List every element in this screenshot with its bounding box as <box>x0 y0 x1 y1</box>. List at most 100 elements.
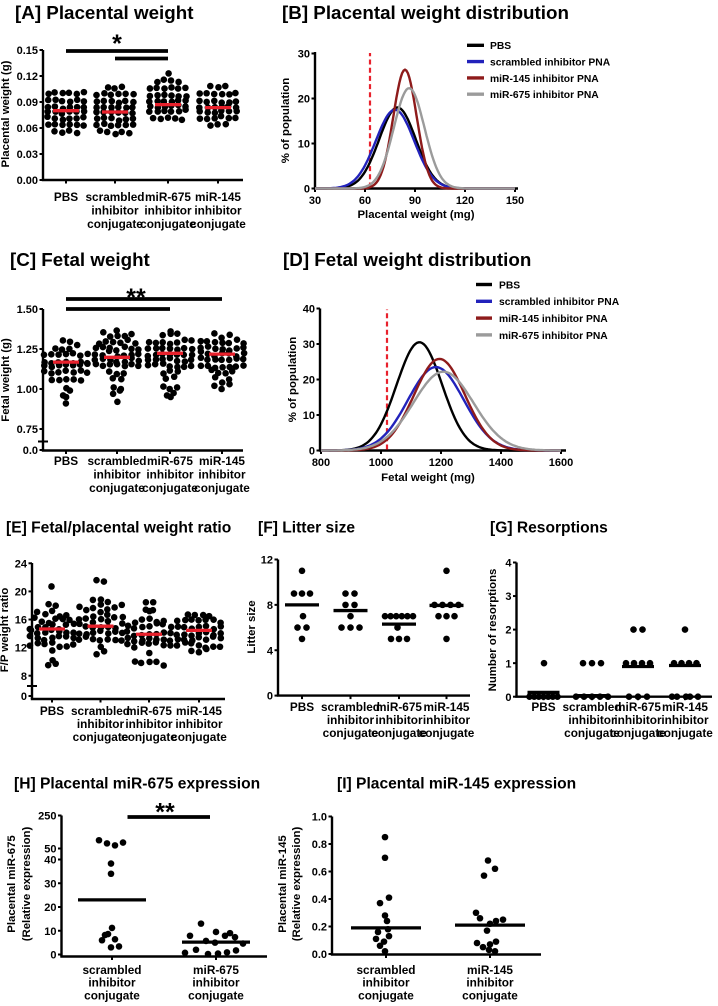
data-point <box>160 370 167 377</box>
data-point <box>181 358 189 365</box>
curve-miR-145-inhibitor-PNA <box>315 68 515 190</box>
data-point <box>168 84 175 91</box>
data-point <box>45 121 52 128</box>
panel-G-group-label: conjugate <box>564 726 620 740</box>
data-point <box>91 351 99 358</box>
data-point <box>114 332 121 340</box>
data-point <box>182 106 189 114</box>
panel-C-ytick: 1.25 <box>17 344 38 356</box>
data-point <box>443 567 450 575</box>
data-point <box>93 98 101 105</box>
panel-F-group-label: miR-145 <box>424 700 470 714</box>
panel-I-group-label: scrambled <box>356 963 415 977</box>
data-point <box>160 662 167 669</box>
data-point <box>139 623 146 631</box>
data-point <box>69 349 77 357</box>
data-point <box>673 693 681 700</box>
data-point <box>196 108 203 115</box>
data-point <box>70 376 77 383</box>
data-point <box>51 103 59 110</box>
data-point <box>115 90 122 98</box>
data-point <box>182 616 189 624</box>
data-point <box>59 121 66 129</box>
data-point <box>103 840 111 847</box>
panel-E-group-label: conjugate <box>121 730 177 744</box>
panel-D-ytick: 40 <box>303 304 315 316</box>
data-point <box>290 590 298 597</box>
panel-H-ytick: 0 <box>50 950 56 962</box>
data-point <box>160 76 168 84</box>
panel-H-group-label: conjugate <box>188 988 244 1002</box>
panel-H-ylabel: (Relative expression) <box>21 827 33 942</box>
panel-B-xtick: 60 <box>359 195 371 207</box>
panel-H-group-label: conjugate <box>84 988 140 1002</box>
data-point <box>130 625 138 632</box>
data-point <box>103 128 111 136</box>
data-point <box>202 636 210 643</box>
panel-E-ytick: 8 <box>21 671 27 683</box>
panel-C-group-label: scrambled <box>87 454 146 468</box>
data-point <box>351 590 358 597</box>
data-point <box>218 90 226 98</box>
data-point <box>173 339 181 346</box>
data-point <box>195 648 203 656</box>
data-point <box>240 340 247 347</box>
data-point <box>55 351 62 358</box>
curve-scrambled-inhibitor-PNA <box>315 108 515 190</box>
data-point <box>681 626 689 633</box>
data-point <box>52 345 59 352</box>
data-point <box>167 629 174 637</box>
data-point <box>93 650 100 658</box>
panel-G-group-label: scrambled <box>562 700 621 714</box>
data-point <box>99 343 107 351</box>
data-point <box>45 90 52 98</box>
data-point <box>204 950 212 958</box>
data-point <box>202 622 210 630</box>
data-point <box>204 362 212 370</box>
panel-G-ytick: 4 <box>505 558 512 570</box>
data-point <box>146 92 154 100</box>
legend-label: miR-675 inhibitor PNA <box>499 331 608 342</box>
panel-I-ytick: 0.8 <box>312 839 327 851</box>
data-point <box>104 606 111 613</box>
data-point <box>298 635 306 643</box>
panel-B-xlabel: Placental weight (mg) <box>357 209 474 221</box>
data-point <box>80 103 88 111</box>
panel-B-xtick: 120 <box>456 195 474 207</box>
data-point <box>175 107 183 115</box>
panel-C-ytick: 0.0 <box>23 445 38 457</box>
data-point <box>45 600 52 608</box>
data-point <box>115 943 123 950</box>
panel-G-group-label: PBS <box>531 700 555 714</box>
data-point <box>205 612 213 620</box>
data-point <box>108 114 115 122</box>
significance-label: ** <box>126 284 146 312</box>
panel-F-group-label: inhibitor <box>327 713 375 727</box>
data-point <box>66 121 73 128</box>
data-point <box>73 121 81 129</box>
panel-F-ytick: 8 <box>267 600 273 612</box>
data-point <box>159 331 166 339</box>
data-point <box>225 114 233 122</box>
data-point <box>186 932 194 940</box>
panel-B-ytick: 30 <box>298 49 310 61</box>
data-point <box>48 607 56 615</box>
data-point <box>97 608 104 616</box>
data-point <box>131 644 138 651</box>
data-point <box>63 384 70 392</box>
data-point <box>210 643 217 650</box>
panel-H-group-label: inhibitor <box>88 976 136 990</box>
data-point <box>203 115 211 123</box>
data-point <box>215 83 222 91</box>
data-point <box>144 356 152 364</box>
data-point <box>113 347 120 354</box>
data-point <box>83 359 91 367</box>
data-point <box>480 872 488 879</box>
panel-D-ytick: 0 <box>309 446 315 458</box>
panel-F-group-label: inhibitor <box>375 713 423 727</box>
data-point <box>100 103 107 111</box>
panel-B-ylabel: % of population <box>280 78 292 163</box>
data-point <box>111 604 118 611</box>
data-point <box>217 630 224 637</box>
panel-H-ytick: 250 <box>38 811 56 823</box>
